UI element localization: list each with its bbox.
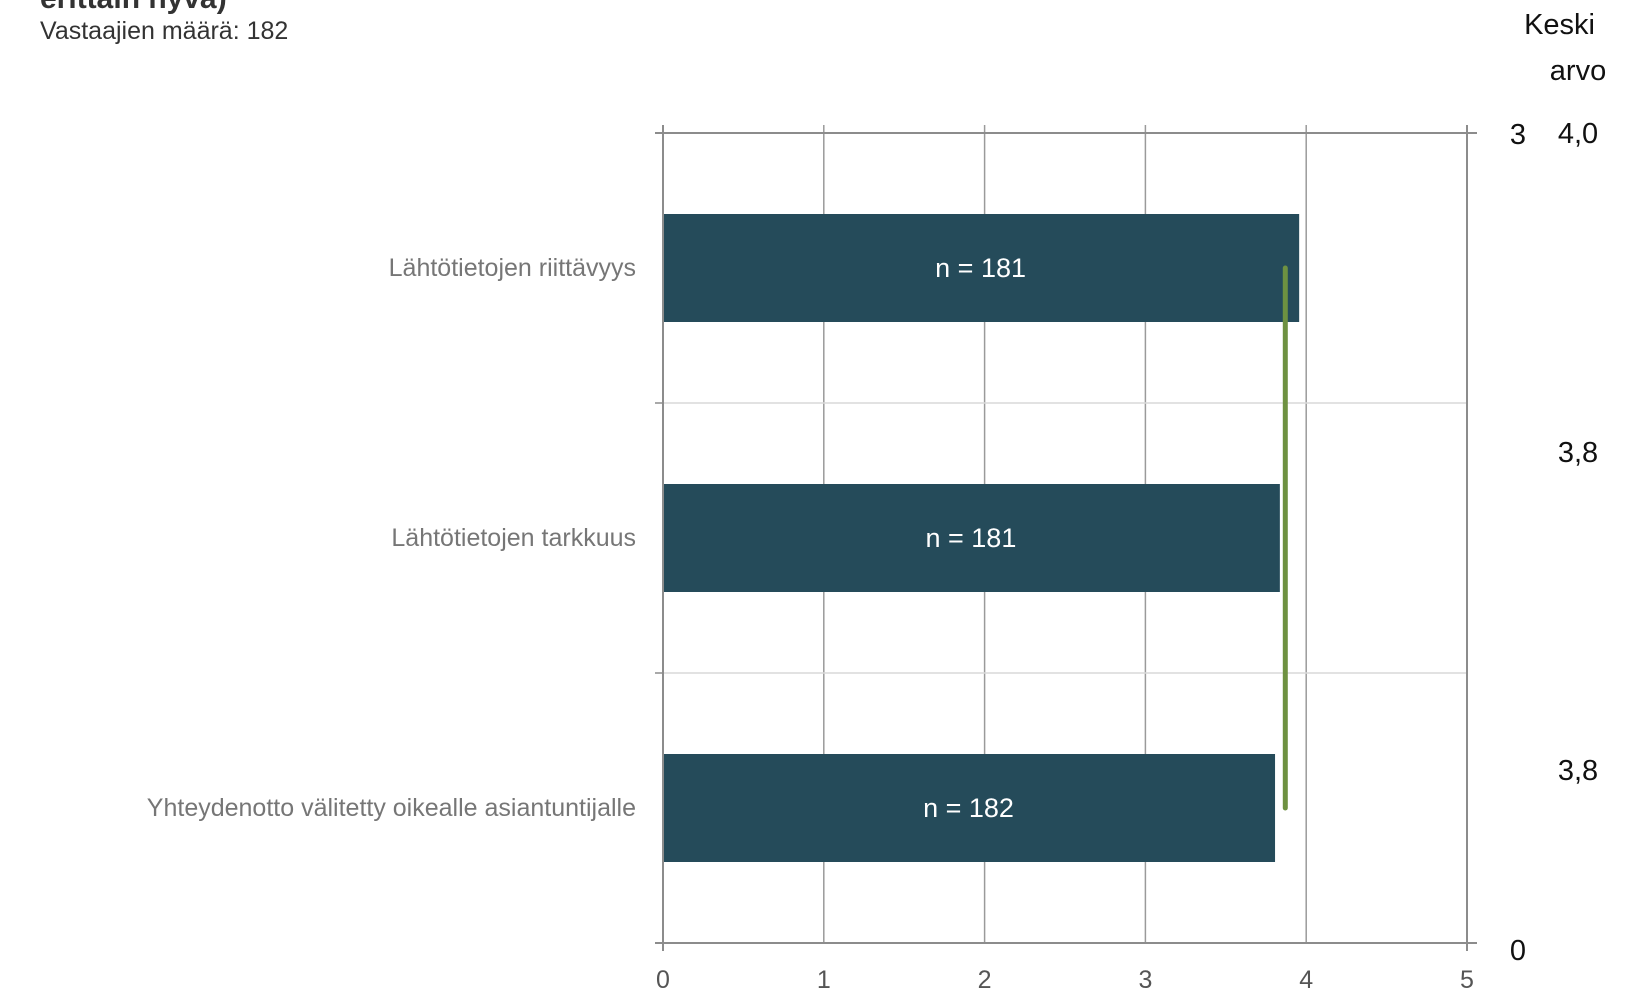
bars	[664, 214, 1300, 862]
bar	[664, 484, 1280, 592]
x-tick-label: 3	[1138, 966, 1152, 994]
category-label: Lähtötietojen riittävyys	[389, 254, 636, 282]
secondary-axis-tick-bottom: 0	[1510, 935, 1526, 967]
mean-header-line2: arvo	[1550, 55, 1606, 87]
bar-data-label: n = 181	[926, 523, 1017, 553]
x-tick-label: 0	[656, 966, 670, 994]
category-label: Lähtötietojen tarkkuus	[391, 524, 636, 552]
x-tick-label: 1	[817, 966, 831, 994]
x-tick-label: 5	[1460, 966, 1474, 994]
bar-data-label: n = 182	[923, 793, 1014, 823]
axes	[655, 125, 1477, 951]
mean-value-label: 3,8	[1558, 437, 1598, 469]
bar	[664, 754, 1276, 862]
labels: 0 1 2 3 4 5 Lähtötietojen riittävyys n = 181 Läh…	[147, 118, 1598, 994]
mean-value-label: 3,8	[1558, 755, 1598, 787]
x-tick-label: 4	[1299, 966, 1313, 994]
mean-header-line1: Keski	[1524, 9, 1595, 41]
x-tick-label: 2	[978, 966, 992, 994]
bar-data-label: n = 181	[935, 253, 1026, 283]
secondary-axis-tick-top: 3	[1510, 119, 1526, 151]
mean-value-label: 4,0	[1558, 118, 1598, 150]
category-label: Yhteydenotto välitetty oikealle asiantun…	[147, 794, 636, 822]
respondent-count: Vastaajien määrä: 182	[40, 17, 288, 45]
chart-title-fragment: erittäin hyvä)	[40, 0, 227, 15]
bar	[664, 214, 1300, 322]
